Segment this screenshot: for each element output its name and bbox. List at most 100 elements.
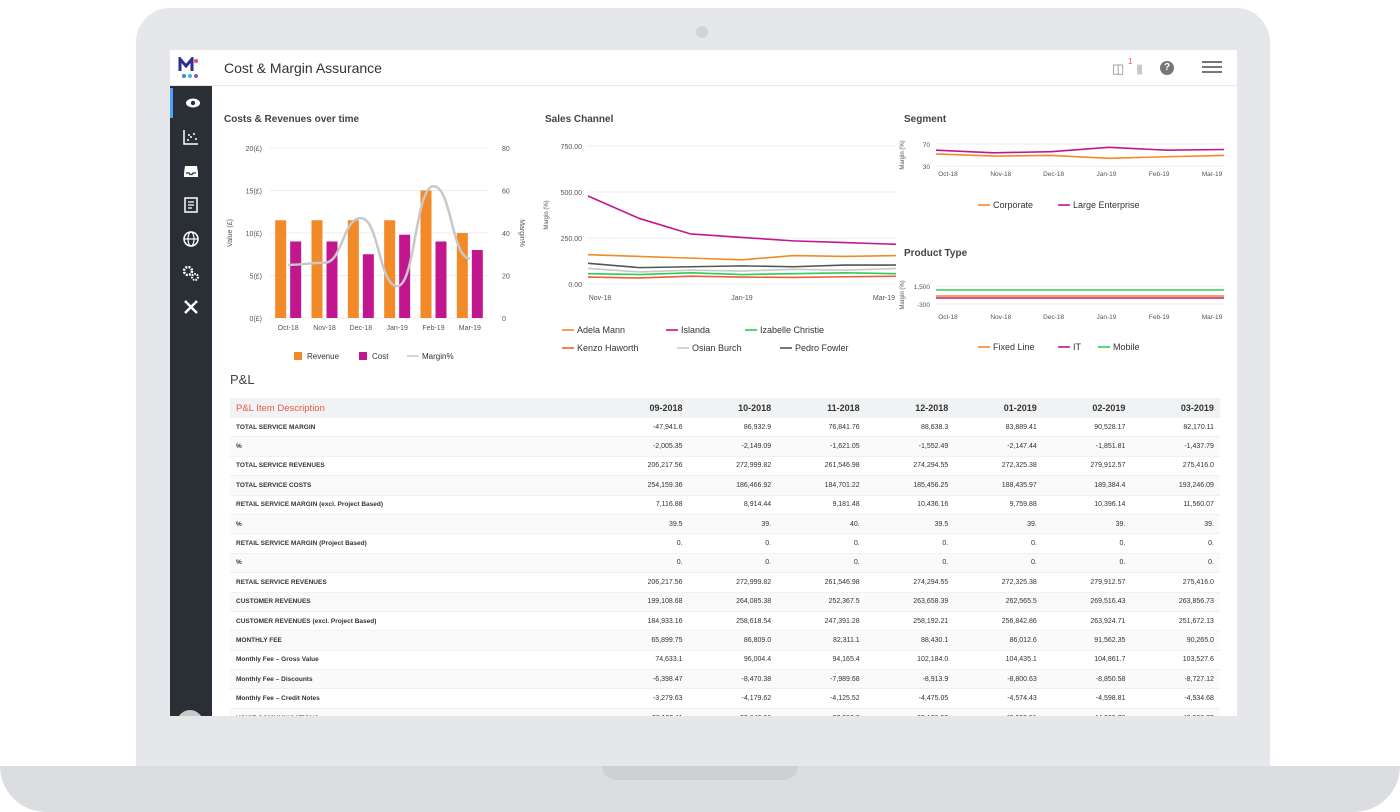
sidebar-item-analytics[interactable] [170,122,212,152]
column-header-month[interactable]: 01-2019 [1003,403,1037,413]
y-tick-label: 750.00 [561,144,583,151]
sidebar-item-overview[interactable] [170,88,212,118]
table-cell: 199,108.68 [647,598,683,606]
table-cell: -4,598.81 [1095,695,1126,703]
cost-bar [435,241,447,318]
y-axis-label: Margin (%) [900,140,906,169]
sidebar-item-global[interactable] [170,224,212,254]
table-cell: -1,851.81 [1095,443,1126,451]
series-line [935,153,1225,160]
table-row[interactable]: % 0. 0. 0. 0. 0. 0. 0. [230,553,1220,574]
table-cell: 0. [1119,540,1126,548]
table-row[interactable]: MONTHLY FEE 65,899.75 86,809.0 82,311.1 88,4… [230,631,1220,651]
revenue-bar [311,220,323,318]
sidebar-item-inbox[interactable] [170,156,212,186]
table-cell: 86,809.0 [743,636,772,644]
row-label: TOTAL SERVICE MARGIN [236,423,316,431]
table-cell: 91,562.35 [1094,636,1126,644]
table-cell: 39. [1115,520,1126,528]
sales-chart-title: Sales Channel [545,114,614,125]
row-label: CUSTOMER REVENUES (excl. Project Based) [236,617,377,625]
series-line [587,253,897,261]
table-cell: 275,416.0 [1182,578,1214,586]
table-row[interactable]: VOICE COMMUNICATIONS30,125.1139,843.9637… [230,708,1220,716]
column-header-description[interactable]: P&L Item Description [236,402,325,414]
table-row[interactable]: TOTAL SERVICE COSTS 254,159.36 186,466.92 1… [230,476,1220,496]
notification-count: 1 [1128,57,1133,66]
table-row[interactable]: RETAIL SERVICE REVENUES 206,217.56 272,999… [230,573,1220,593]
sidebar-item-tools[interactable] [170,292,212,322]
main-content: Costs & Revenues over time 20(£) 15(£) 10(… [212,86,1237,716]
x-tick-label: Feb-19 [1149,171,1170,178]
table-cell: 193,246.09 [1178,481,1214,489]
laptop-base-notch [602,766,798,780]
table-cell: 184,933.16 [647,617,683,625]
table-cell: 102,184.0 [917,656,949,664]
table-cell: 185,456.25 [913,481,949,489]
table-cell: 272,999.82 [736,578,772,586]
row-label: RETAIL SERVICE MARGIN (Project Based) [236,540,367,548]
series-line [587,275,897,279]
table-row[interactable]: Monthly Fee – Gross Value 74,633.1 96,004.… [230,651,1220,671]
y-tick-label: 500.00 [561,190,583,197]
table-row[interactable]: TOTAL SERVICE MARGIN -47,941.6 86,932.9 76,… [230,418,1220,438]
y-tick-label: 0(£) [250,316,262,323]
column-header-month[interactable]: 02-2019 [1092,403,1126,413]
table-cell: 188,435.97 [1001,481,1037,489]
row-label: Monthly Fee – Credit Notes [236,695,320,703]
hamburger-menu-icon[interactable] [1202,60,1222,74]
table-cell: 263,856.73 [1178,598,1214,606]
x-tick-label: Feb-19 [422,325,444,332]
table-row[interactable]: TOTAL SERVICE REVENUES 206,217.56 272,999.… [230,457,1220,477]
table-cell: 0. [853,540,860,548]
column-header-month[interactable]: 10-2018 [738,403,772,413]
table-row[interactable]: % -2,005.35 -2,149.09 -1,621.05 -1,552.49 -2,… [230,437,1220,457]
y2-tick-label: 60 [502,189,510,196]
column-header-month[interactable]: 12-2018 [915,403,949,413]
table-cell: 272,325.38 [1001,462,1037,470]
inbox-notification-icon[interactable]: ◫ [1112,61,1125,76]
legend-label: Adela Mann [577,325,625,335]
series-line [935,146,1225,154]
column-header-month[interactable]: 09-2018 [649,403,683,413]
legend-label: Margin% [422,352,454,361]
table-row[interactable]: % 39.5 39. 40. 39.5 39. 39. 39. [230,514,1220,535]
y2-tick-label: 20 [502,274,510,281]
y-tick-label: 70 [923,142,931,149]
table-cell: 261,546.98 [824,462,860,470]
table-row[interactable]: Monthly Fee – Credit Notes -3,279.63 -4,17… [230,689,1220,709]
table-cell: 82,170.11 [1183,423,1214,431]
x-tick-label: Oct-18 [938,314,958,321]
row-label: % [236,443,242,451]
x-tick-label: Nov-18 [990,171,1011,178]
table-cell: 269,516.43 [1090,598,1126,606]
x-tick-label: Mar-19 [459,325,481,332]
x-tick-label: Mar-19 [1202,314,1223,321]
legend-label: Cost [372,352,389,361]
column-header-month[interactable]: 11-2018 [827,403,860,413]
table-row[interactable]: RETAIL SERVICE MARGIN (excl. Project Bas… [230,496,1220,515]
y-tick-label: 20(£) [246,146,262,153]
legend-label: Mobile [1113,342,1140,352]
help-icon[interactable]: ? [1160,61,1174,75]
document-icon[interactable]: ▮ [1136,61,1144,76]
user-avatar[interactable] [177,710,203,716]
row-label: VOICE COMMUNICATIONS [230,715,600,716]
series-line [587,262,896,269]
y2-tick-label: 40 [502,231,510,238]
y-tick-label: 5(£) [250,274,262,281]
table-cell: -1,552.49 [918,443,949,451]
sidebar-item-reports[interactable] [170,190,212,220]
sidebar-item-settings[interactable] [170,258,212,288]
x-tick-label: Mar-19 [873,295,895,302]
table-cell: 186,466.92 [736,481,772,489]
table-row[interactable]: Monthly Fee – Discounts -6,398.47 -8,470.3… [230,670,1220,690]
y2-tick-label: 0 [502,316,506,323]
product-type-chart: 1,500 -300 Margin (%) Oct-18 Nov-18 Dec-18 Jan… [900,280,1224,352]
app-logo[interactable] [178,57,202,79]
y-tick-label: 0.00 [568,282,582,289]
table-row[interactable]: CUSTOMER REVENUES 199,108.68 264,085.38 252… [230,592,1220,612]
table-row[interactable]: CUSTOMER REVENUES (excl. Project Based) 1… [230,612,1220,632]
column-header-month[interactable]: 03-2019 [1180,403,1214,413]
table-row[interactable]: RETAIL SERVICE MARGIN (Project Based) 0. 0… [230,534,1220,554]
